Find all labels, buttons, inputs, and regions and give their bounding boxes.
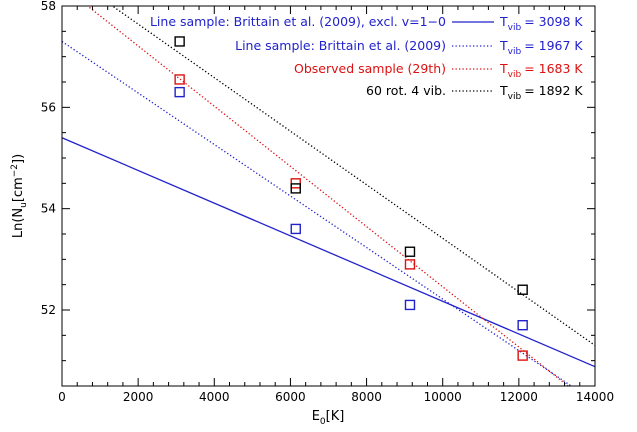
legend-label: 60 rot. 4 vib. [366, 83, 446, 98]
legend-label: Observed sample (29th) [294, 61, 446, 76]
legend-tvib: Tvib = 1967 K [499, 38, 583, 57]
data-point-series-2-4 [517, 320, 528, 331]
x-tick-label: 10000 [424, 390, 462, 404]
legend-entry-2: Line sample: Brittain et al. (2009) Tvib =… [235, 38, 583, 57]
legend-tvib: Tvib = 1683 K [499, 61, 583, 80]
data-point-series-4-3 [404, 246, 416, 257]
x-tick-label: 2000 [123, 390, 154, 404]
x-tick-label: 4000 [199, 390, 230, 404]
x-tick-label: 12000 [500, 390, 538, 404]
data-point-series-4-1 [174, 36, 185, 47]
data-point-series-3-3 [404, 259, 416, 270]
data-point-series-2-2 [290, 223, 301, 235]
y-tick-label: 52 [41, 303, 56, 317]
axis-ticks: 0 2000 4000 6000 8000 10000 12000 14000 52 54 56 58 [41, 0, 614, 404]
legend-entry-1: Line sample: Brittain et al. (2009), exc… [150, 14, 583, 33]
fit-line-series-4 [111, 6, 595, 346]
y-tick-label: 54 [41, 202, 56, 216]
legend-entry-3: Observed sample (29th) Tvib = 1683 K [294, 61, 583, 80]
y-tick-label: 56 [41, 100, 56, 114]
legend: Line sample: Brittain et al. (2009), exc… [150, 14, 583, 102]
x-tick-label: 8000 [351, 390, 382, 404]
x-tick-label: 0 [58, 390, 66, 404]
legend-label: Line sample: Brittain et al. (2009), exc… [150, 14, 446, 29]
data-point-series-2-1 [174, 86, 185, 98]
x-tick-label: 14000 [576, 390, 614, 404]
fit-line-series-2 [62, 40, 573, 386]
y-axis-label: Ln(Nu[cm−2]) [10, 154, 29, 238]
legend-label: Line sample: Brittain et al. (2009) [235, 38, 446, 53]
fit-line-series-3 [86, 6, 570, 386]
y-tick-label: 58 [41, 0, 56, 13]
legend-tvib: Tvib = 1892 K [499, 83, 583, 102]
data-point-series-2-3 [404, 299, 416, 311]
x-axis-label: E0[K] [312, 409, 345, 427]
data-point-series-4-4 [517, 284, 528, 295]
fit-line-series-1 [62, 137, 595, 368]
x-tick-label: 6000 [275, 390, 306, 404]
data-point-series-3-1 [174, 74, 185, 85]
data-point-series-4-2 [290, 183, 301, 194]
plot-frame [61, 5, 596, 387]
legend-tvib: Tvib = 3098 K [499, 14, 583, 33]
data-point-series-3-4 [517, 350, 528, 361]
legend-entry-4: 60 rot. 4 vib. Tvib = 1892 K [366, 83, 583, 102]
plot-marks [62, 6, 595, 386]
